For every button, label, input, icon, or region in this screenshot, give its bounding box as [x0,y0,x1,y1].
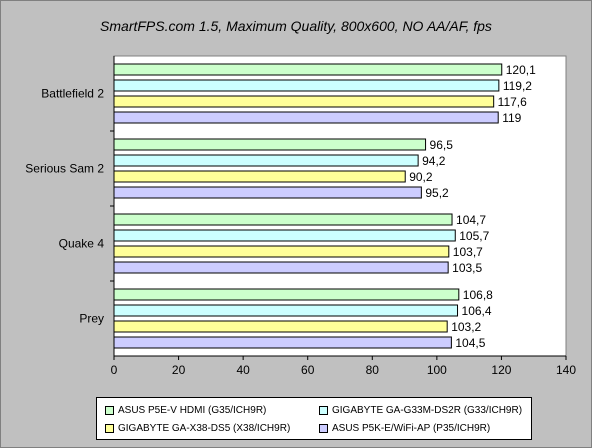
chart-title: SmartFPS.com 1.5, Maximum Quality, 800x6… [100,18,492,34]
legend-item-4: ASUS P5K-E/WiFi-AP (P35/ICH9R) [319,423,490,434]
category-label: Prey [79,312,104,326]
bar [113,111,499,124]
legend-swatch-3 [105,424,114,433]
data-label: 103,2 [451,320,481,334]
bar [113,304,459,317]
data-label: 96,5 [430,138,454,152]
data-label: 105,7 [459,229,489,243]
x-tick-label: 80 [366,363,380,377]
bar [113,63,503,76]
data-label: 103,5 [452,261,482,275]
chart-legend: ASUS P5E-V HDMI (G35/ICH9R) GIGABYTE GA-… [96,397,532,440]
x-tick-label: 20 [172,363,186,377]
data-label: 117,6 [498,95,527,109]
data-label: 106,4 [462,304,492,318]
data-label: 106,8 [463,288,493,302]
bar [113,336,452,349]
data-label: 119,2 [503,79,532,93]
category-label: Serious Sam 2 [25,162,104,176]
bar [113,245,450,258]
data-label: 120,1 [506,63,536,77]
bar [113,261,449,274]
x-tick-label: 140 [556,363,576,377]
legend-swatch-1 [105,406,114,415]
data-label: 95,2 [425,186,449,200]
data-label: 104,7 [456,213,486,227]
legend-swatch-2 [319,406,328,415]
x-tick-label: 100 [427,363,447,377]
bar [113,229,456,242]
data-label: 119 [502,111,521,125]
legend-item-2: GIGABYTE GA-G33M-DS2R (G33/ICH9R) [319,405,522,416]
bar [113,213,453,226]
bar [113,170,406,183]
x-tick-label: 40 [236,363,250,377]
bar [113,186,422,199]
legend-item-1: ASUS P5E-V HDMI (G35/ICH9R) [105,405,266,416]
data-label: 90,2 [409,170,433,184]
legend-label-4: ASUS P5K-E/WiFi-AP (P35/ICH9R) [332,423,491,434]
data-label: 104,5 [455,336,485,350]
bar [113,79,500,92]
data-label: 94,2 [422,154,446,168]
legend-label-3: GIGABYTE GA-X38-DS5 (X38/ICH9R) [118,423,291,434]
legend-swatch-4 [319,424,328,433]
bar [113,288,460,301]
legend-item-3: GIGABYTE GA-X38-DS5 (X38/ICH9R) [105,423,290,434]
bar [113,320,448,333]
bar [113,154,419,167]
legend-label-2: GIGABYTE GA-G33M-DS2R (G33/ICH9R) [332,405,523,416]
x-tick-label: 0 [111,363,118,377]
bar [113,138,427,151]
x-tick-label: 60 [301,363,315,377]
legend-label-1: ASUS P5E-V HDMI (G35/ICH9R) [118,405,267,416]
x-tick-label: 120 [491,363,511,377]
category-label: Battlefield 2 [41,87,104,101]
category-label: Quake 4 [59,237,105,251]
bar [113,95,495,108]
data-label: 103,7 [453,245,483,259]
